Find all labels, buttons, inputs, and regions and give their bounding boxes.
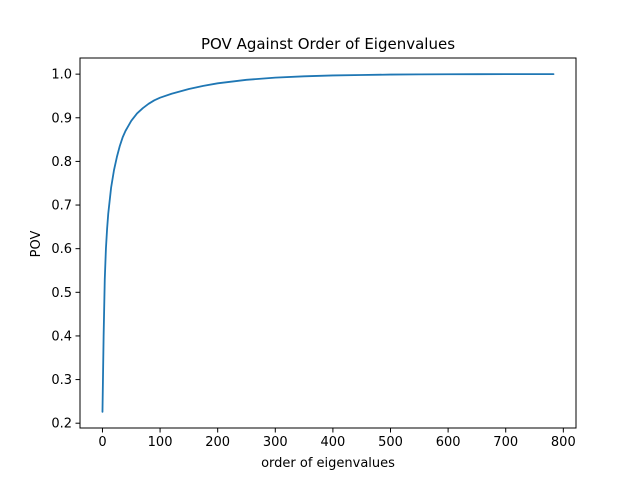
x-axis-label: order of eigenvalues bbox=[261, 456, 395, 471]
x-tick-label: 800 bbox=[551, 435, 576, 450]
x-tick-label: 400 bbox=[320, 435, 345, 450]
x-tick-label: 0 bbox=[98, 435, 106, 450]
y-tick-label: 1.0 bbox=[51, 68, 72, 83]
y-tick-label: 0.5 bbox=[51, 286, 72, 301]
x-tick-label: 300 bbox=[263, 435, 288, 450]
y-tick-label: 0.3 bbox=[51, 373, 72, 388]
y-tick-label: 0.7 bbox=[51, 199, 72, 214]
y-tick-label: 0.4 bbox=[51, 329, 72, 344]
y-tick-label: 0.6 bbox=[51, 242, 72, 257]
series-line-0 bbox=[101, 73, 555, 413]
axes-frame bbox=[79, 57, 577, 429]
y-tick-label: 0.2 bbox=[51, 417, 72, 432]
x-tick-label: 100 bbox=[148, 435, 173, 450]
y-tick-label: 0.8 bbox=[51, 155, 72, 170]
x-tick-label: 700 bbox=[493, 435, 518, 450]
y-axis-label: POV bbox=[29, 231, 44, 258]
x-tick-label: 200 bbox=[205, 435, 230, 450]
chart-title: POV Against Order of Eigenvalues bbox=[201, 35, 455, 53]
y-tick-label: 0.9 bbox=[51, 111, 72, 126]
x-tick-label: 500 bbox=[378, 435, 403, 450]
x-tick-label: 600 bbox=[436, 435, 461, 450]
plot-area: 0 100 200 300 400 500 600 700 800 0.2 0.3 0.4 0.5 0.6… bbox=[51, 57, 577, 450]
